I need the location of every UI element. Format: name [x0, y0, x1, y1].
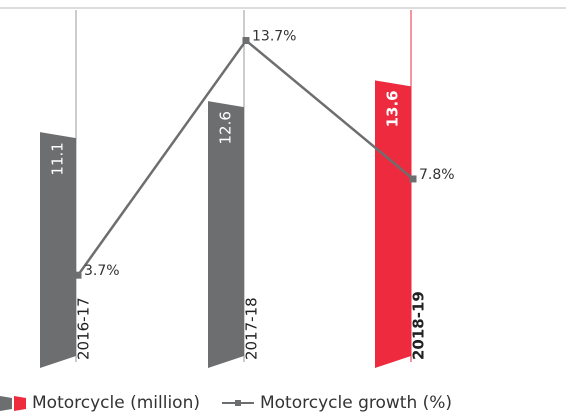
bar — [40, 132, 76, 368]
bar-value-label: 12.6 — [217, 111, 235, 144]
line-marker — [242, 37, 250, 45]
line-value-label: 3.7% — [84, 263, 120, 279]
bar-value-label: 13.6 — [384, 90, 402, 127]
bar — [208, 101, 244, 368]
line-marker — [409, 175, 417, 183]
category-label: 2018-19 — [410, 291, 428, 360]
line-value-label: 7.8% — [419, 167, 455, 183]
legend-swatch — [0, 396, 12, 411]
legend-label: Motorcycle (million) — [32, 393, 200, 413]
line-marker — [74, 271, 82, 279]
category-label: 2017-18 — [243, 297, 261, 360]
category-label: 2016-17 — [75, 297, 93, 360]
legend-label: Motorcycle growth (%) — [260, 393, 452, 413]
legend-marker — [234, 400, 241, 406]
bar-value-label: 11.1 — [49, 142, 67, 175]
legend-swatch — [14, 396, 26, 411]
line-value-label: 13.7% — [252, 29, 296, 45]
bar — [375, 80, 411, 369]
line — [76, 38, 414, 276]
